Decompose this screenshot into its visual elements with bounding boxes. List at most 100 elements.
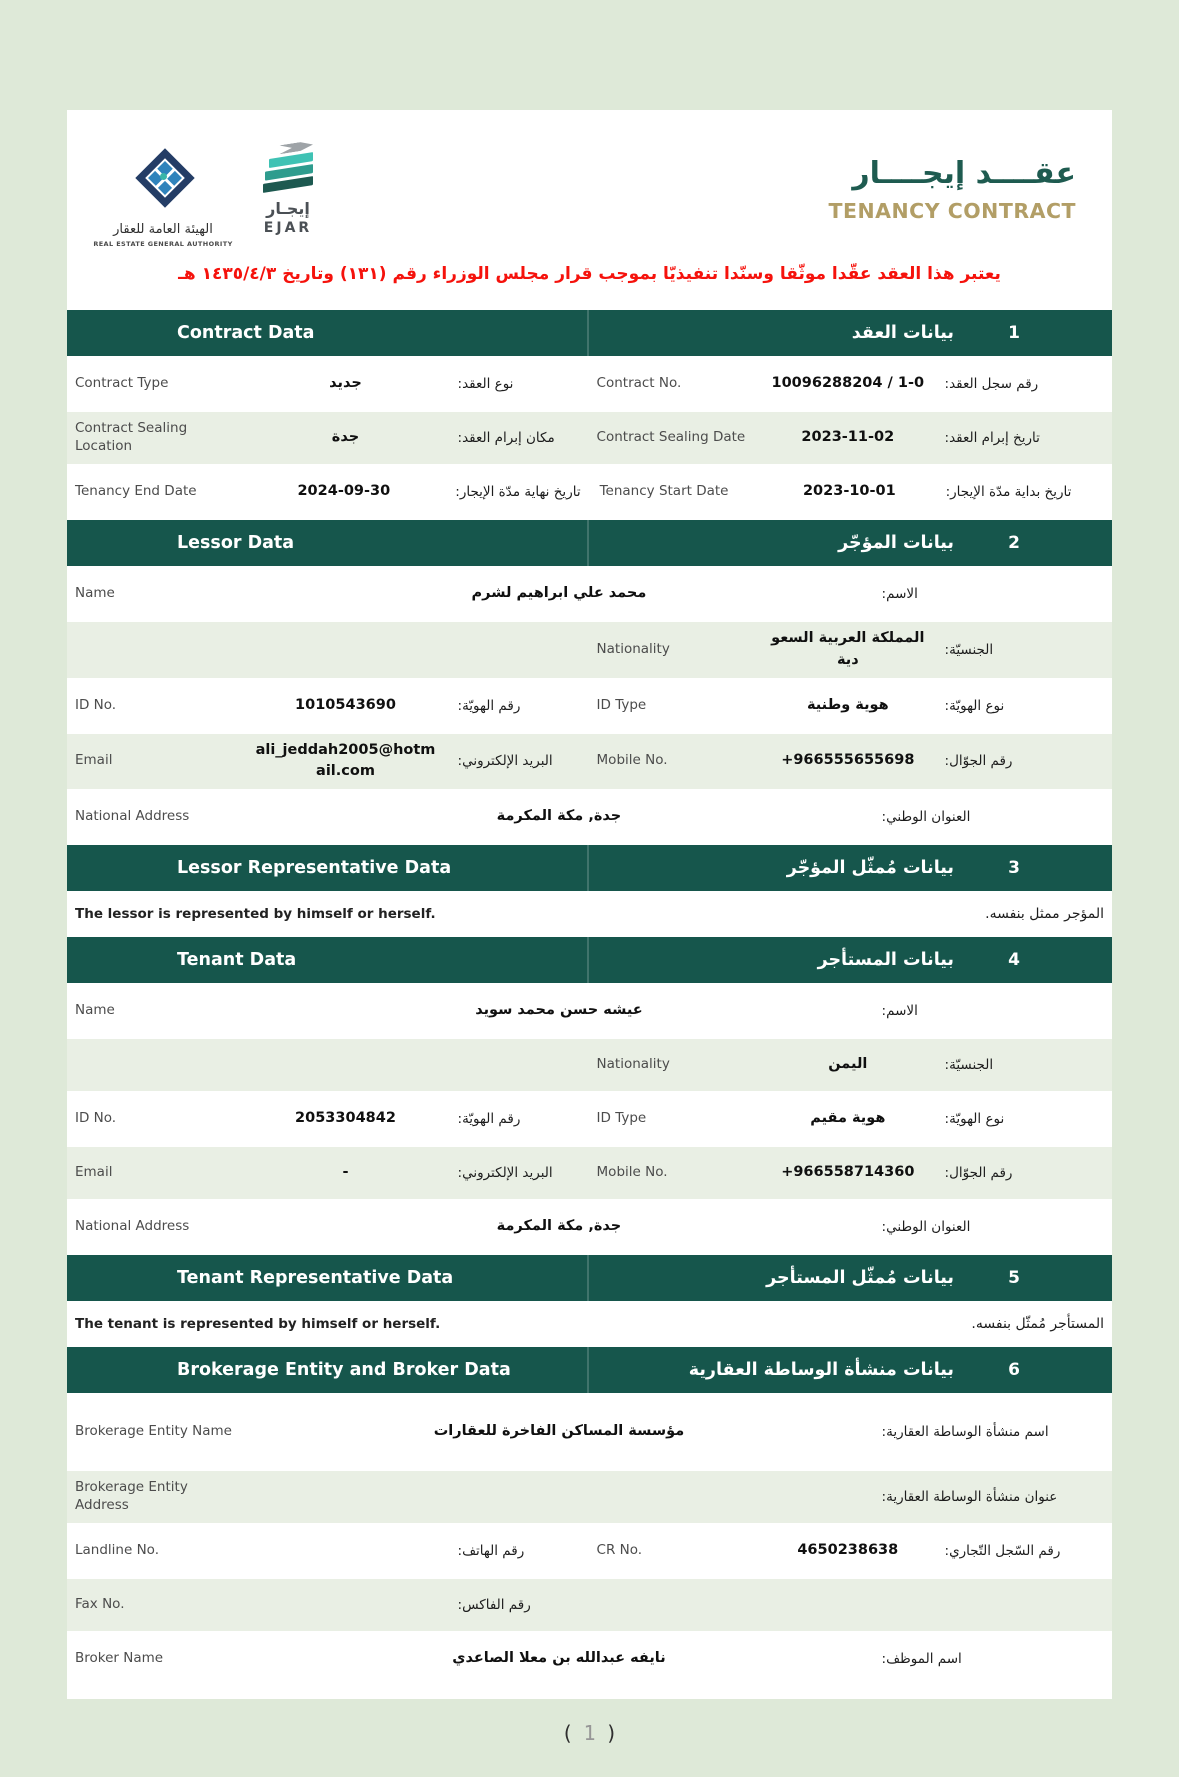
field-value: +966555655698 (762, 733, 934, 789)
section-title-en: Lessor Data (177, 533, 295, 553)
table-row: Broker Name نايفه عبدالله بن معلا الصاعد… (67, 1633, 1112, 1685)
field-value: 4650238638 (762, 1525, 934, 1577)
field-label-en: Contract Sealing Location (67, 412, 242, 464)
field-value: جدة (244, 412, 447, 464)
title-arabic: عقــــد إيجــــار (852, 156, 1076, 191)
field-label-ar: رقم الهاتف: (449, 1525, 586, 1577)
field-value: نايفه عبدالله بن معلا الصاعدي (247, 1633, 871, 1685)
section-number: 5 (1008, 1268, 1020, 1288)
field-label-ar (449, 622, 586, 678)
rega-logo: الهيئة العامة للعقار REAL ESTATE GENERAL… (93, 140, 232, 248)
section-number: 6 (1008, 1360, 1020, 1380)
field-value: مؤسسة المساكن الفاخرة للعقارات (247, 1395, 871, 1469)
section-header-lessor-data: Lessor Data بيانات المؤجّر 2 (67, 520, 1112, 566)
table-row: Contract Sealing Location جدة مكان إبرام… (67, 412, 1112, 464)
section-number: 3 (1008, 858, 1020, 878)
field-label-en: Fax No. (67, 1579, 242, 1631)
field-value (244, 1579, 447, 1631)
page-number-close-paren: ) (605, 1721, 618, 1745)
section-header-tenant-representative: Tenant Representative Data بيانات مُمثّل… (67, 1255, 1112, 1301)
table-row: National Address جدة, مكة المكرمة العنوا… (67, 791, 1112, 843)
section-title-ar: بيانات المؤجّر (838, 533, 954, 553)
page-number-value: 1 (583, 1721, 596, 1745)
field-label-ar: الجنسيّة: (936, 1039, 1112, 1091)
field-label-en: Nationality (588, 1039, 760, 1091)
section-header-tenant-data: Tenant Data بيانات المستأجر 4 (67, 937, 1112, 983)
section-title-en: Contract Data (177, 323, 315, 343)
section-title-en: Lessor Representative Data (177, 858, 452, 878)
table-row: Contract Type جديد نوع العقد: Contract N… (67, 358, 1112, 410)
field-value: - (244, 1147, 447, 1199)
table-row: Brokerage Entity Name مؤسسة المساكن الفا… (67, 1395, 1112, 1469)
field-label-ar: رقم الهويّة: (449, 679, 586, 732)
section-number: 2 (1008, 533, 1020, 553)
field-value (244, 1039, 447, 1091)
field-label-ar: نوع الهويّة: (936, 1093, 1112, 1145)
table-row: Nationality المملكة العربية السعودية الج… (67, 622, 1112, 678)
field-label-en: Brokerage Entity Name (67, 1395, 245, 1469)
table-row: ID No. 2053304842 رقم الهويّة: ID Type ه… (67, 1093, 1112, 1145)
field-label-ar: العنوان الوطني: (873, 1201, 1112, 1253)
section-number: 1 (1008, 323, 1020, 343)
field-label-ar: رقم السّجل التّجاري: (936, 1525, 1112, 1577)
field-label-ar: مكان إبرام العقد: (449, 412, 586, 464)
field-label-ar: نوع الهويّة: (936, 679, 1112, 732)
field-label-en: Broker Name (67, 1633, 245, 1685)
field-label-ar (936, 1579, 1112, 1631)
title-english: TENANCY CONTRACT (828, 199, 1076, 223)
field-label-ar: الجنسيّة: (936, 622, 1112, 678)
field-label-ar: العنوان الوطني: (873, 791, 1112, 843)
field-label-en: Email (67, 1147, 242, 1199)
table-row: Landline No. رقم الهاتف: CR No. 46502386… (67, 1525, 1112, 1577)
ejar-name-arabic: إيجـار (266, 199, 310, 218)
table-row: Name عيشه حسن محمد سويد الاسم: (67, 985, 1112, 1037)
field-value: هوية وطنية (762, 679, 934, 732)
field-label-ar: عنوان منشأة الوساطة العقارية: (873, 1471, 1112, 1523)
field-label-en: Brokerage Entity Address (67, 1471, 245, 1523)
note-ar: المستأجر مُمثّل بنفسه. (971, 1316, 1104, 1332)
field-label-ar: اسم منشأة الوساطة العقارية: (873, 1395, 1112, 1469)
field-value (244, 1525, 447, 1577)
table-row: Email ali_jeddah2005@hotmail.com البريد … (67, 733, 1112, 789)
field-value: عيشه حسن محمد سويد (247, 985, 871, 1037)
field-value: اليمن (762, 1039, 934, 1091)
field-label-en: Nationality (588, 622, 760, 678)
field-label-en: Contract Type (67, 358, 242, 410)
section-title-en: Tenant Data (177, 950, 297, 970)
field-value: جديد (244, 358, 447, 410)
table-row: National Address جدة, مكة المكرمة العنوا… (67, 1201, 1112, 1253)
page-header: الهيئة العامة للعقار REAL ESTATE GENERAL… (67, 110, 1112, 254)
field-label-en (67, 622, 242, 678)
field-label-ar: رقم الجوّال: (936, 733, 1112, 789)
rega-name-arabic: الهيئة العامة للعقار (113, 222, 213, 237)
document-title: عقــــد إيجــــار TENANCY CONTRACT (829, 140, 1076, 223)
page-number: (1) (0, 1721, 1179, 1745)
logo-group: الهيئة العامة للعقار REAL ESTATE GENERAL… (93, 140, 313, 248)
field-value (247, 1471, 871, 1523)
field-label-en: Email (67, 733, 242, 789)
field-label-en: Tenancy Start Date (591, 466, 762, 518)
field-value: 2023-10-01 (764, 466, 935, 518)
table-row: Nationality اليمن الجنسيّة: (67, 1039, 1112, 1091)
ejar-logo: إيجـار EJAR (263, 140, 313, 236)
field-label-ar: رقم الفاكس: (449, 1579, 586, 1631)
field-value: جدة, مكة المكرمة (247, 791, 871, 843)
field-value: 10096288204 / 1-0 (762, 358, 934, 410)
note-en: The lessor is represented by himself or … (75, 906, 436, 922)
field-label-ar: رقم الهويّة: (449, 1093, 586, 1145)
field-value: المملكة العربية السعودية (762, 622, 934, 678)
field-value: 2023-11-02 (762, 412, 934, 464)
section-header-lessor-representative: Lessor Representative Data بيانات مُمثّل… (67, 845, 1112, 891)
field-label-en: Mobile No. (588, 1147, 760, 1199)
field-label-en: ID No. (67, 1093, 242, 1145)
field-value: 2053304842 (244, 1093, 447, 1145)
table-row: Name محمد علي ابراهيم لشرم الاسم: (67, 568, 1112, 620)
representative-note-row: The tenant is represented by himself or … (67, 1303, 1112, 1345)
field-label-ar: البريد الإلكتروني: (449, 1147, 586, 1199)
field-label-en: CR No. (588, 1525, 760, 1577)
section-title-ar: بيانات المستأجر (817, 950, 954, 970)
section-title-ar: بيانات مُمثّل المؤجّر (786, 858, 954, 878)
field-label-en: Tenancy End Date (67, 466, 241, 518)
section-header-brokerage: Brokerage Entity and Broker Data بيانات … (67, 1347, 1112, 1393)
field-label-ar (449, 1039, 586, 1091)
